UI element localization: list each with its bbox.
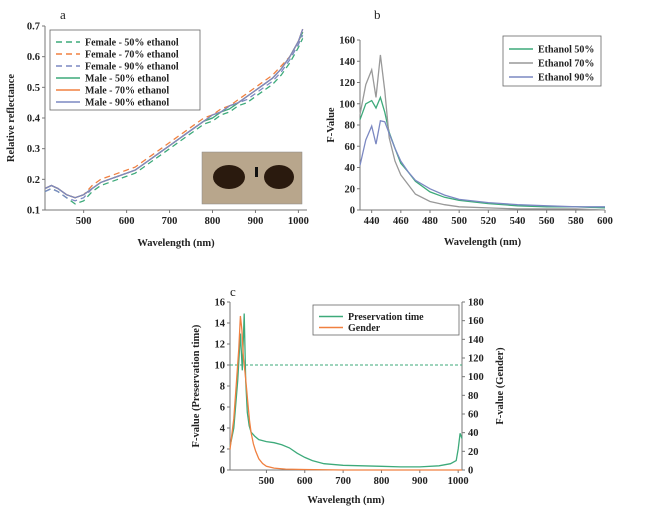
x-tick-label-a: 800 — [205, 216, 221, 227]
x-tick-label-b: 600 — [597, 216, 613, 227]
legend-box-c — [312, 304, 460, 336]
x-tick-label-c: 600 — [297, 476, 313, 487]
x-tick-label-b: 560 — [539, 216, 555, 227]
series-line-c-1 — [229, 315, 462, 471]
x-tick-label-c: 1000 — [448, 476, 469, 487]
x-axis-label-a: Wavelength (nm) — [137, 238, 215, 249]
y-tick-label-a: 0.3 — [27, 144, 40, 155]
y-tick-label-c: 4 — [220, 424, 226, 435]
y-tick-label-a: 0.2 — [27, 175, 40, 186]
x-tick-label-a: 700 — [162, 216, 178, 227]
legend-label-b-1: Ethanol 70% — [538, 59, 594, 70]
y2-tick-label-c: 0 — [468, 466, 473, 477]
y2-tick-label-c: 40 — [468, 428, 479, 439]
y2-tick-label-c: 60 — [468, 410, 479, 421]
x-tick-label-b: 440 — [364, 216, 380, 227]
y-tick-label-a: 0.1 — [27, 206, 40, 217]
legend-label-b-2: Ethanol 90% — [538, 73, 594, 84]
legend-label-a-4: Male - 70% ethanol — [85, 86, 169, 97]
legend-box-a — [49, 29, 201, 111]
y-tick-label-b: 100 — [339, 99, 355, 110]
series-line-c-0 — [229, 313, 463, 468]
x-tick-label-b: 460 — [393, 216, 409, 227]
y-tick-label-a: 0.4 — [27, 114, 41, 125]
chart-panel-a: 0.1 0.2 0.3 0.4 0.5 0.6 0.7 500 600 700 800 900 1000… — [6, 22, 309, 250]
y-tick-label-b: 80 — [345, 121, 356, 132]
y-tick-label-c: 10 — [215, 361, 226, 372]
y-tick-label-a: 0.5 — [27, 83, 40, 94]
series-line-a-5 — [44, 28, 304, 199]
y2-tick-label-c: 160 — [468, 316, 484, 327]
panel-label-a: a — [60, 7, 66, 22]
y-tick-label-c: 6 — [220, 403, 225, 414]
legend-label-a-2: Female - 90% ethanol — [85, 62, 179, 73]
y-tick-label-b: 40 — [345, 163, 356, 174]
y2-tick-label-c: 180 — [468, 298, 484, 309]
series-line-b-2 — [359, 120, 605, 208]
y-axis-label-c: F-value (Preservation time) — [191, 324, 202, 447]
y-tick-label-b: 120 — [339, 78, 355, 89]
x-tick-label-b: 480 — [422, 216, 438, 227]
legend-label-b-0: Ethanol 50% — [538, 45, 594, 56]
y-tick-label-b: 20 — [345, 184, 356, 195]
y-axis-label-b: F-Value — [326, 107, 337, 143]
legend-label-c-1: Gender — [348, 323, 381, 334]
y-tick-label-c: 0 — [220, 466, 225, 477]
series-line-a-0 — [44, 38, 304, 205]
y2-tick-label-c: 120 — [468, 354, 484, 365]
legend-label-a-0: Female - 50% ethanol — [85, 38, 179, 49]
x-tick-label-b: 540 — [510, 216, 526, 227]
y-tick-label-b: 0 — [350, 206, 355, 217]
x-tick-label-b: 580 — [568, 216, 584, 227]
y2-axis-label-c: F-value (Gender) — [495, 347, 506, 425]
x-tick-label-a: 500 — [76, 216, 92, 227]
panel-label-c: c — [230, 284, 236, 299]
x-tick-label-b: 500 — [451, 216, 467, 227]
legend-label-a-3: Male - 50% ethanol — [85, 74, 169, 85]
x-tick-label-c: 800 — [374, 476, 390, 487]
specimen-photo — [201, 151, 303, 205]
y-axis-label-a: Relative reflectance — [6, 74, 17, 162]
series-line-b-1 — [359, 54, 606, 211]
x-tick-label-a: 600 — [119, 216, 135, 227]
x-axis-label-c: Wavelength (nm) — [307, 495, 385, 506]
y-tick-label-c: 8 — [220, 382, 225, 393]
legend-label-a-5: Male - 90% ethanol — [85, 98, 169, 109]
y2-tick-label-c: 20 — [468, 447, 479, 458]
legend-label-c-0: Preservation time — [348, 312, 424, 323]
x-tick-label-a: 1000 — [288, 216, 309, 227]
y2-tick-label-c: 80 — [468, 391, 479, 402]
panel-label-b: b — [374, 7, 381, 22]
chart-panel-b: 0 20 40 60 80 100 120 140 160 440 460 480 500 520 540 5… — [326, 36, 613, 249]
y2-tick-label-c: 100 — [468, 372, 484, 383]
y-tick-label-a: 0.7 — [27, 22, 40, 33]
chart-panel-c: 0246810121416020406080100120140160180500… — [191, 298, 506, 507]
y2-tick-label-c: 140 — [468, 335, 484, 346]
y-tick-label-c: 2 — [220, 445, 225, 456]
x-tick-label-c: 900 — [412, 476, 428, 487]
x-tick-label-b: 520 — [480, 216, 496, 227]
x-tick-label-a: 900 — [248, 216, 264, 227]
x-tick-label-c: 700 — [335, 476, 351, 487]
x-tick-label-c: 500 — [259, 476, 275, 487]
y-tick-label-b: 140 — [339, 57, 355, 68]
y-tick-label-b: 60 — [345, 142, 356, 153]
legend-label-a-1: Female - 70% ethanol — [85, 50, 179, 61]
y-tick-label-c: 14 — [215, 319, 226, 330]
y-tick-label-c: 12 — [215, 340, 226, 351]
y-tick-label-a: 0.6 — [27, 52, 40, 63]
y-tick-label-c: 16 — [215, 298, 226, 309]
x-axis-label-b: Wavelength (nm) — [444, 237, 522, 248]
y-tick-label-b: 160 — [339, 36, 355, 47]
